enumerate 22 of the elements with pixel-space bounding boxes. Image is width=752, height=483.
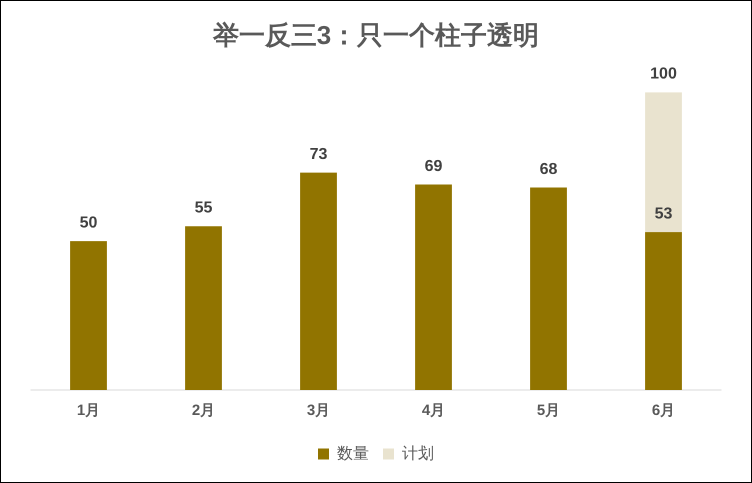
- data-label: 50: [80, 214, 98, 232]
- x-tick-label: 4月: [422, 402, 446, 420]
- chart-title: 举一反三3：只一个柱子透明: [212, 20, 540, 50]
- x-tick-label: 3月: [306, 402, 330, 420]
- bar: [70, 241, 107, 390]
- x-tick-label: 6月: [652, 402, 676, 420]
- bar: [530, 187, 567, 390]
- bar: [415, 184, 452, 390]
- data-label: 68: [540, 160, 558, 178]
- x-tick-label: 5月: [536, 402, 560, 420]
- data-label: 53: [654, 206, 672, 223]
- bar: [645, 232, 682, 390]
- data-label: 55: [194, 200, 212, 217]
- bar: [185, 226, 222, 390]
- x-tick-label: 2月: [192, 402, 216, 420]
- data-label: 100: [650, 66, 677, 83]
- data-label: 69: [424, 158, 442, 175]
- bar: [300, 172, 337, 390]
- legend-label: 数量: [337, 445, 369, 462]
- legend-label: 计划: [402, 444, 434, 462]
- x-tick-label: 1月: [76, 402, 100, 420]
- data-label: 73: [310, 146, 328, 164]
